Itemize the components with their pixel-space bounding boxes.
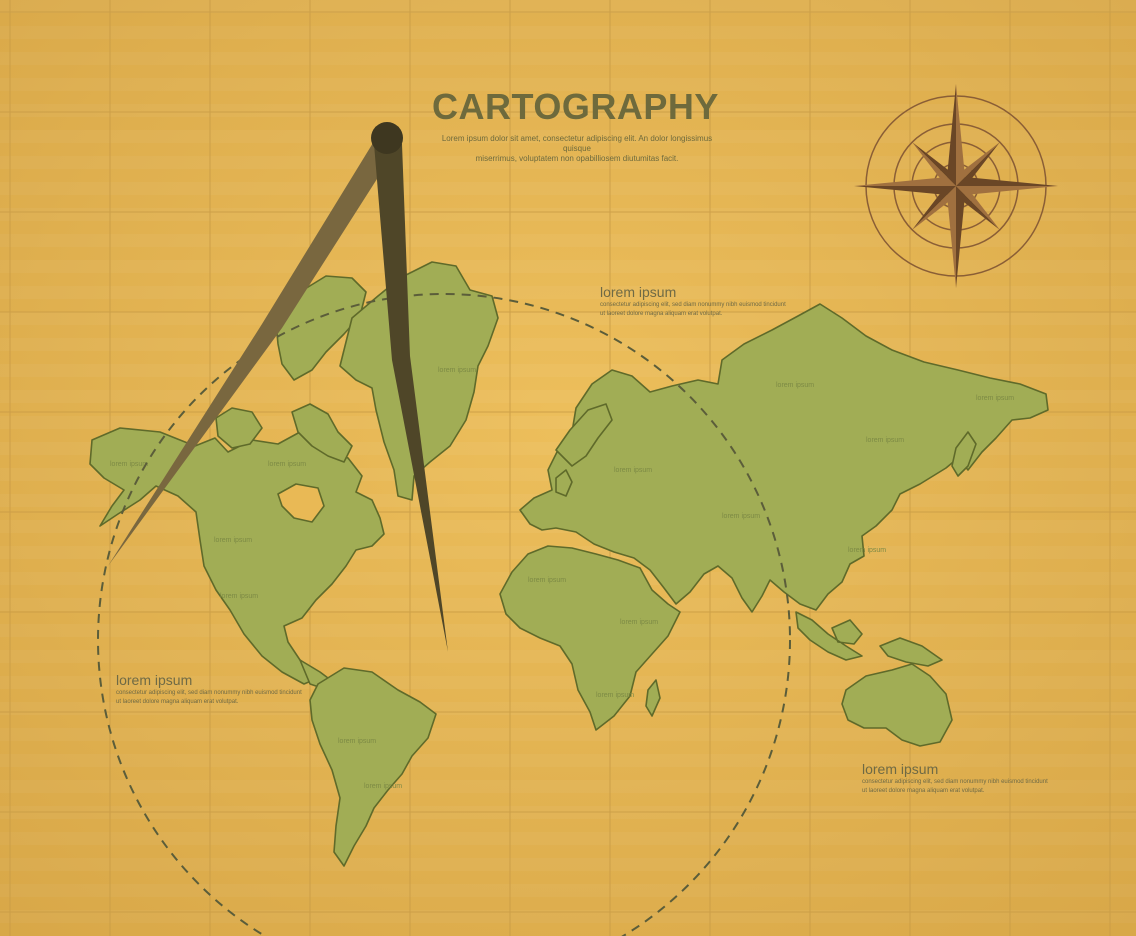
- callout-heading: lorem ipsum: [116, 672, 193, 688]
- japan: [951, 431, 977, 477]
- map-label-central-asia: lorem ipsum: [866, 437, 904, 444]
- arctic-island-2: [291, 403, 353, 463]
- map-label-south-america-south: lorem ipsum: [364, 783, 402, 790]
- map-label-alaska: lorem ipsum: [110, 461, 148, 468]
- arctic-island-1: [215, 407, 263, 449]
- callout-top: lorem ipsum consectetur adipiscing elit,…: [600, 284, 800, 318]
- south-america: [309, 667, 437, 867]
- page-subtitle: Lorem ipsum dolor sit amet, consectetur …: [432, 134, 722, 164]
- hudson-bay-water: [277, 483, 325, 523]
- callout-heading: lorem ipsum: [600, 284, 677, 300]
- page-title: CARTOGRAPHY: [432, 86, 719, 127]
- africa: [499, 545, 681, 731]
- compass-hinge: [371, 122, 403, 154]
- map-label-greenland: lorem ipsum: [438, 367, 476, 374]
- map-label-africa-south: lorem ipsum: [596, 692, 634, 699]
- compass-rose-icon: [854, 84, 1058, 288]
- greenland: [339, 261, 499, 501]
- subtitle-line-2: miserrimus, voluptatem non opabilliosem …: [475, 154, 679, 163]
- callout-body-line-2: ut laoreet dolore magna aliquam erat vol…: [862, 788, 985, 794]
- madagascar: [645, 679, 661, 717]
- map-label-russia-north: lorem ipsum: [776, 382, 814, 389]
- map-label-china: lorem ipsum: [848, 547, 886, 554]
- map-label-europe: lorem ipsum: [614, 467, 652, 474]
- callout-body-line-1: consectetur adipiscing elit, sed diam no…: [862, 779, 1048, 785]
- callout-body-line-1: consectetur adipiscing elit, sed diam no…: [600, 302, 786, 308]
- callout-heading: lorem ipsum: [862, 761, 939, 777]
- map-label-africa-east: lorem ipsum: [620, 619, 658, 626]
- map-label-canada: lorem ipsum: [268, 461, 306, 468]
- uk-ireland: [555, 469, 573, 497]
- continents: [89, 261, 1049, 867]
- scandinavia: [555, 403, 613, 467]
- continent-labels: lorem ipsum lorem ipsum lorem ipsum lore…: [110, 367, 1014, 790]
- compass-leg-left: [108, 138, 398, 566]
- subtitle-line-1: Lorem ipsum dolor sit amet, consectetur …: [441, 134, 713, 153]
- map-label-mexico: lorem ipsum: [220, 593, 258, 600]
- map-label-north-america: lorem ipsum: [214, 537, 252, 544]
- map-label-south-america-north: lorem ipsum: [338, 738, 376, 745]
- australia: [841, 663, 953, 747]
- callout-body-line-2: ut laoreet dolore magna aliquam erat vol…: [600, 311, 723, 317]
- callout-bottom-right: lorem ipsum consectetur adipiscing elit,…: [862, 761, 1062, 795]
- map-label-south-asia: lorem ipsum: [722, 513, 760, 520]
- map-label-russia-east: lorem ipsum: [976, 395, 1014, 402]
- drafting-compass-icon: [108, 122, 448, 652]
- callout-body-line-1: consectetur adipiscing elit, sed diam no…: [116, 690, 302, 696]
- compass-leg-right: [374, 144, 448, 652]
- southeast-asia-islands: [795, 611, 943, 667]
- dashed-range-circle: [97, 293, 791, 936]
- map-label-africa-north: lorem ipsum: [528, 577, 566, 584]
- callout-body-line-2: ut laoreet dolore magna aliquam erat vol…: [116, 699, 239, 705]
- callout-left: lorem ipsum consectetur adipiscing elit,…: [116, 672, 316, 706]
